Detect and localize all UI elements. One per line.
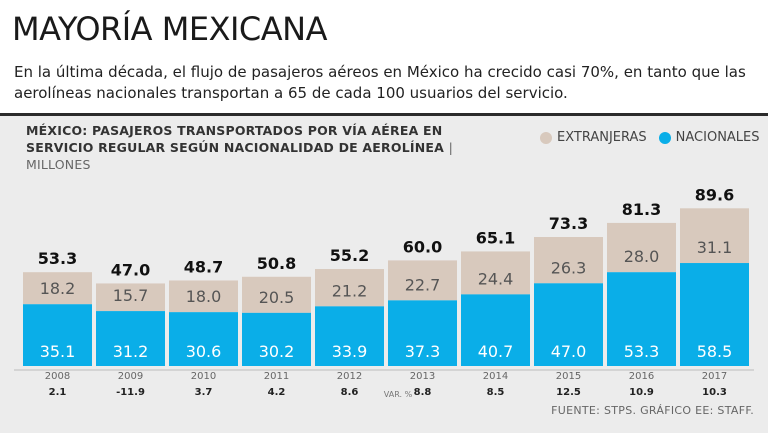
label-foreign-2011: 20.5 xyxy=(259,288,295,307)
tick-label-2013: 2013 xyxy=(410,371,435,382)
label-foreign-2016: 28.0 xyxy=(624,247,660,266)
label-foreign-2013: 22.7 xyxy=(405,275,441,294)
legend-item-national: NACIONALES xyxy=(658,130,760,145)
label-total-2010: 48.7 xyxy=(184,257,223,276)
label-total-2015: 73.3 xyxy=(549,214,588,233)
tick-label-2012: 2012 xyxy=(337,371,362,382)
legend: EXTRANJERAS NACIONALES xyxy=(540,130,768,145)
tick-label-2016: 2016 xyxy=(629,371,654,382)
var-pct-2010: 3.7 xyxy=(195,387,213,398)
label-foreign-2017: 31.1 xyxy=(697,238,733,257)
label-total-2012: 55.2 xyxy=(330,246,369,265)
source-note: FUENTE: STPS. GRÁFICO EE: STAFF. xyxy=(551,404,754,417)
label-total-2011: 50.8 xyxy=(257,254,296,273)
chart-panel-top-rule xyxy=(0,113,768,116)
label-total-2017: 89.6 xyxy=(695,185,734,204)
legend-national-swatch-icon xyxy=(658,131,671,144)
bar-foreign-2010 xyxy=(169,280,238,313)
bar-national-2010 xyxy=(169,312,238,366)
label-foreign-2008: 18.2 xyxy=(40,279,76,298)
var-pct-2009: -11.9 xyxy=(116,387,145,398)
bar-foreign-2013 xyxy=(388,260,457,301)
page-title: MAYORÍA MEXICANA xyxy=(12,10,327,48)
legend-foreign-label: EXTRANJERAS xyxy=(557,130,647,145)
label-foreign-2012: 21.2 xyxy=(332,281,368,300)
tick-label-2011: 2011 xyxy=(264,371,289,382)
label-foreign-2010: 18.0 xyxy=(186,287,222,306)
tick-label-2015: 2015 xyxy=(556,371,581,382)
label-national-2008: 35.1 xyxy=(40,342,76,361)
var-pct-2008: 2.1 xyxy=(49,387,67,398)
tick-label-2008: 2008 xyxy=(45,371,70,382)
legend-national-label: NACIONALES xyxy=(675,130,760,145)
label-foreign-2014: 24.4 xyxy=(478,269,514,288)
subtitle: En la última década, el flujo de pasajer… xyxy=(14,63,746,102)
label-national-2009: 31.2 xyxy=(113,342,149,361)
label-total-2013: 60.0 xyxy=(403,237,442,256)
bar-national-2012 xyxy=(315,306,384,366)
tick-label-2010: 2010 xyxy=(191,371,216,382)
bar-national-2017 xyxy=(680,263,749,366)
tick-label-2014: 2014 xyxy=(483,371,508,382)
var-pct-2017: 10.3 xyxy=(702,387,727,398)
chart-units: | MILLONES xyxy=(26,140,453,172)
label-national-2014: 40.7 xyxy=(478,342,514,361)
label-foreign-2015: 26.3 xyxy=(551,258,587,277)
bar-national-2014 xyxy=(461,294,530,366)
bar-foreign-2012 xyxy=(315,269,384,307)
label-national-2011: 30.2 xyxy=(259,342,295,361)
bar-foreign-2014 xyxy=(461,251,530,295)
bar-national-2008 xyxy=(23,304,92,366)
chart-title-text: MÉXICO: PASAJEROS TRANSPORTADOS POR VÍA … xyxy=(26,123,444,155)
bar-foreign-2017 xyxy=(680,208,749,264)
label-total-2009: 47.0 xyxy=(111,260,150,279)
var-pct-2014: 8.5 xyxy=(487,387,505,398)
bar-national-2015 xyxy=(534,283,603,366)
chart-units-text: MILLONES xyxy=(26,157,91,172)
label-total-2016: 81.3 xyxy=(622,200,661,219)
bar-foreign-2008 xyxy=(23,272,92,305)
legend-foreign-swatch-icon xyxy=(540,131,552,144)
label-total-2008: 53.3 xyxy=(38,249,77,268)
bar-national-2009 xyxy=(96,311,165,366)
bar-foreign-2009 xyxy=(96,283,165,312)
var-label: VAR. % xyxy=(384,390,413,399)
var-pct-2011: 4.2 xyxy=(268,387,286,398)
bar-national-2013 xyxy=(388,300,457,366)
label-national-2015: 47.0 xyxy=(551,342,587,361)
label-foreign-2009: 15.7 xyxy=(113,286,149,305)
bar-foreign-2011 xyxy=(242,276,311,313)
var-pct-2016: 10.9 xyxy=(629,387,654,398)
label-national-2013: 37.3 xyxy=(405,342,441,361)
label-national-2010: 30.6 xyxy=(186,342,222,361)
bar-national-2011 xyxy=(242,312,311,366)
legend-item-foreign: EXTRANJERAS xyxy=(540,130,647,145)
tick-label-2009: 2009 xyxy=(118,371,143,382)
chart-title: MÉXICO: PASAJEROS TRANSPORTADOS POR VÍA … xyxy=(26,122,496,173)
label-national-2012: 33.9 xyxy=(332,342,368,361)
bar-national-2016 xyxy=(607,272,676,366)
label-total-2014: 65.1 xyxy=(476,228,515,247)
var-pct-2013: 8.8 xyxy=(414,387,432,398)
bar-foreign-2016 xyxy=(607,222,676,273)
tick-label-2017: 2017 xyxy=(702,371,727,382)
var-pct-2015: 12.5 xyxy=(556,387,581,398)
bar-foreign-2015 xyxy=(534,236,603,284)
label-national-2017: 58.5 xyxy=(697,342,733,361)
label-national-2016: 53.3 xyxy=(624,342,660,361)
var-pct-2012: 8.6 xyxy=(341,387,359,398)
